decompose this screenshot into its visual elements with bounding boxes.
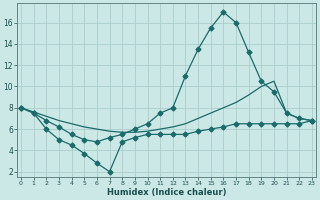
- X-axis label: Humidex (Indice chaleur): Humidex (Indice chaleur): [107, 188, 226, 197]
